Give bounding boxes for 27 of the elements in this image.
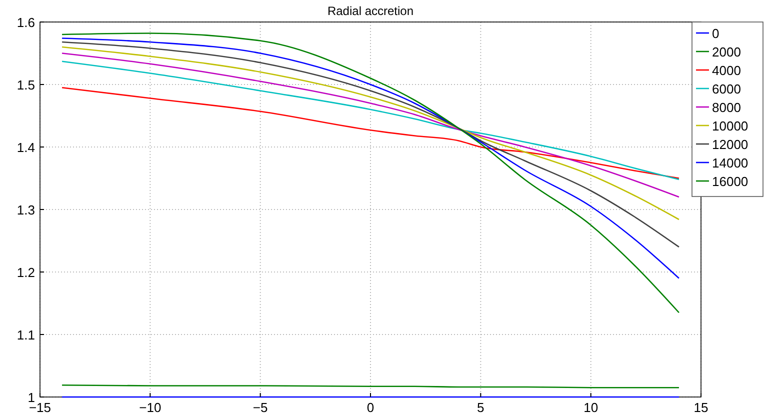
x-tick-label: −5 [252,400,268,415]
line-series [61,86,680,179]
legend-label: 12000 [712,137,748,152]
legend-label: 16000 [712,174,748,189]
legend-label: 6000 [712,82,741,96]
legend-label: 0 [712,26,720,41]
x-tick-label: 5 [477,400,484,415]
y-tick-label: 1.5 [16,78,35,92]
legend-label: 10000 [712,118,748,134]
x-tick-label: −10 [139,400,162,415]
y-tick-label: 1.1 [16,328,35,342]
x-tick-label: 15 [694,400,708,415]
legend-label: 4000 [712,63,741,78]
x-tick-label: 10 [584,400,598,415]
legend-label: 14000 [712,156,748,170]
y-tick-label: 1.3 [16,202,35,218]
line-series [61,46,680,220]
legend-label: 8000 [712,100,741,115]
y-tick-label: 1.6 [16,15,35,30]
x-tick-label: 0 [366,400,374,415]
y-tick-label: 1.2 [16,265,35,280]
line-series [61,52,680,198]
chart-title: Radial accretion [327,4,414,18]
legend-label: 2000 [712,44,741,60]
line-series [61,60,680,180]
y-tick-label: 1.4 [16,140,35,155]
y-tick-label: 1 [28,390,35,405]
